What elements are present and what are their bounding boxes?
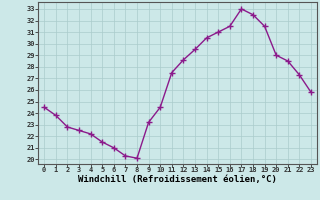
- X-axis label: Windchill (Refroidissement éolien,°C): Windchill (Refroidissement éolien,°C): [78, 175, 277, 184]
